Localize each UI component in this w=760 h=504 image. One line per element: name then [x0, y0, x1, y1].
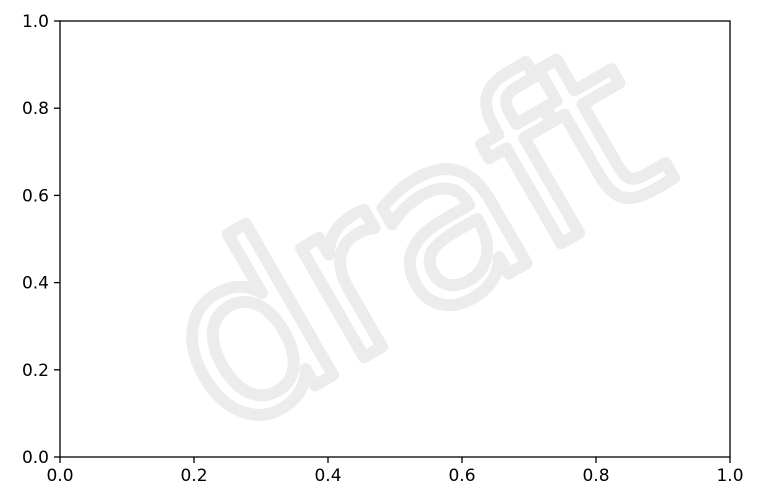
y-tick-label: 0.6 [22, 186, 49, 206]
y-axis-ticks: 0.0 0.2 0.4 0.6 0.8 1.0 [22, 12, 60, 468]
y-tick-label: 0.0 [22, 448, 49, 468]
x-tick-label: 1.0 [716, 466, 743, 486]
y-tick-label: 1.0 [22, 12, 49, 32]
x-tick-label: 0.6 [448, 466, 475, 486]
x-tick-label: 0.0 [46, 466, 73, 486]
x-axis-ticks: 0.0 0.2 0.4 0.6 0.8 1.0 [46, 457, 744, 486]
x-tick-label: 0.2 [180, 466, 207, 486]
x-tick-label: 0.8 [582, 466, 609, 486]
y-tick-label: 0.4 [22, 274, 49, 294]
y-tick-label: 0.8 [22, 99, 49, 119]
x-tick-label: 0.4 [314, 466, 341, 486]
y-tick-label: 0.2 [22, 361, 49, 381]
plot-area-frame [59, 20, 731, 458]
